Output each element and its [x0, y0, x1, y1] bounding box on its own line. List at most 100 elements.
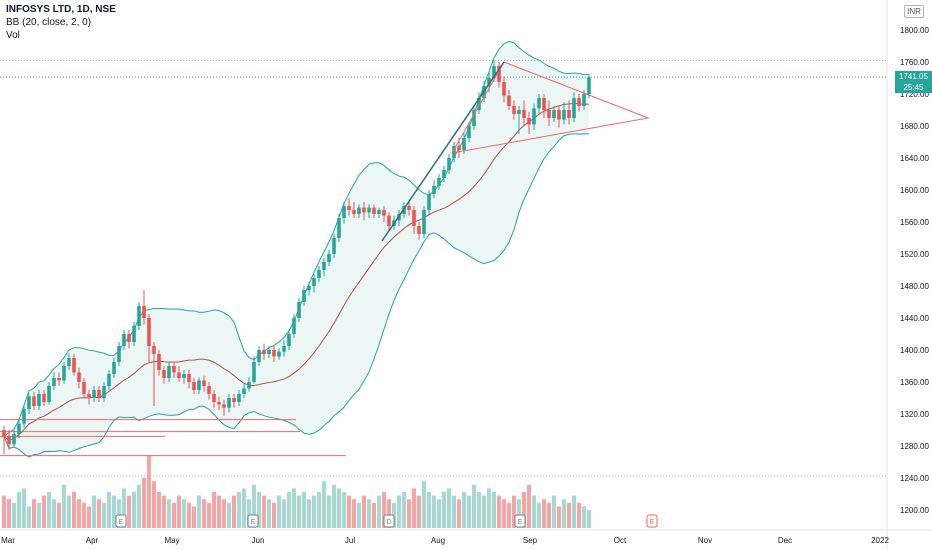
last-price-value: 1741.05: [899, 72, 928, 81]
volume-bar: [282, 499, 286, 528]
candle-body: [282, 346, 286, 352]
candle-body: [327, 254, 331, 262]
candle-body: [77, 372, 81, 382]
volume-bar: [477, 492, 481, 528]
y-tick-label: 1600.00: [900, 186, 929, 195]
currency-badge[interactable]: INR: [904, 5, 924, 18]
x-tick-label: Dec: [778, 536, 792, 545]
candle-body: [302, 290, 306, 302]
volume-bar: [347, 495, 351, 528]
event-marker-label: E: [518, 519, 523, 526]
candle-body: [322, 262, 326, 270]
volume-bar: [152, 481, 156, 528]
volume-bar: [197, 495, 201, 528]
candle-body: [267, 350, 271, 354]
candle-body: [437, 178, 441, 186]
volume-bar: [397, 495, 401, 528]
candle-body: [182, 374, 186, 378]
candle-body: [472, 110, 476, 126]
candle-body: [197, 380, 201, 390]
y-tick-label: 1480.00: [900, 282, 929, 291]
y-tick-label: 1760.00: [900, 58, 929, 67]
candle-body: [237, 394, 241, 402]
candle-body: [222, 404, 226, 408]
volume-bar: [517, 499, 521, 528]
candle-body: [252, 362, 256, 382]
bar-countdown: 25:45: [903, 83, 924, 92]
volume-bar: [122, 488, 126, 528]
volume-bar: [462, 492, 466, 528]
volume-bar: [102, 502, 106, 528]
bollinger-band-fill: [4, 41, 589, 458]
candle-body: [32, 396, 36, 406]
volume-bar: [377, 495, 381, 528]
candle-body: [552, 110, 556, 118]
candle-body: [277, 351, 281, 357]
event-marker-label: E: [251, 519, 256, 526]
volume-bar: [242, 488, 246, 528]
volume-bar: [257, 492, 261, 528]
volume-bar: [77, 499, 81, 528]
candle-body: [527, 118, 531, 125]
candle-body: [162, 370, 166, 378]
volume-bar: [372, 502, 376, 528]
volume-bar: [387, 499, 391, 528]
volume-bar: [572, 495, 576, 528]
last-price-label: 1741.05 25:45: [895, 71, 932, 93]
bollinger-lower-band: [3, 133, 590, 458]
y-tick-label: 1520.00: [900, 250, 929, 259]
candle-body: [202, 380, 206, 386]
candle-body: [167, 366, 171, 378]
volume-bar: [142, 477, 146, 528]
candle-body: [457, 146, 461, 150]
candle-body: [412, 210, 416, 226]
event-marker: [115, 514, 127, 528]
volume-bar: [502, 499, 506, 528]
bollinger-basis: [3, 102, 590, 441]
candle-body: [187, 374, 191, 382]
volume-bar: [422, 481, 426, 528]
volume-bar: [322, 481, 326, 528]
candle-body: [177, 372, 181, 378]
volume-bar: [362, 495, 366, 528]
candle-body: [127, 334, 131, 342]
candle-body: [577, 98, 581, 106]
candle-body: [107, 374, 111, 386]
candle-body: [487, 78, 491, 86]
candle-body: [477, 98, 481, 110]
volume-bar: [97, 499, 101, 528]
volume-bar: [472, 484, 476, 528]
volume-bar: [492, 492, 496, 528]
volume-bar: [262, 495, 266, 528]
volume-bar: [252, 484, 256, 528]
volume-bar: [232, 495, 236, 528]
candle-body: [47, 386, 51, 402]
candle-body: [22, 409, 26, 424]
symbol-title: INFOSYS LTD, 1D, NSE: [6, 4, 116, 15]
volume-bar: [182, 499, 186, 528]
volume-bar: [577, 502, 581, 528]
candle-body: [372, 207, 376, 214]
candle-body: [72, 358, 76, 373]
event-marker: [514, 514, 526, 528]
candle-body: [172, 366, 176, 373]
candle-body: [307, 286, 311, 290]
volume-bar: [157, 492, 161, 528]
candle-body: [292, 318, 296, 334]
candle-body: [337, 218, 341, 238]
volume-bar: [427, 492, 431, 528]
event-marker: [646, 514, 658, 528]
candle-body: [582, 94, 586, 106]
bollinger-upper-band: [3, 40, 590, 437]
candle-body: [367, 207, 371, 213]
y-tick-label: 1320.00: [900, 410, 929, 419]
volume-bar: [42, 495, 46, 528]
candle-body: [407, 206, 411, 210]
candle-body: [57, 378, 61, 381]
trend-line: [381, 61, 505, 242]
volume-legend: Vol: [6, 30, 20, 41]
volume-bar: [437, 499, 441, 528]
volume-bar: [537, 502, 541, 528]
candle-body: [227, 398, 231, 408]
